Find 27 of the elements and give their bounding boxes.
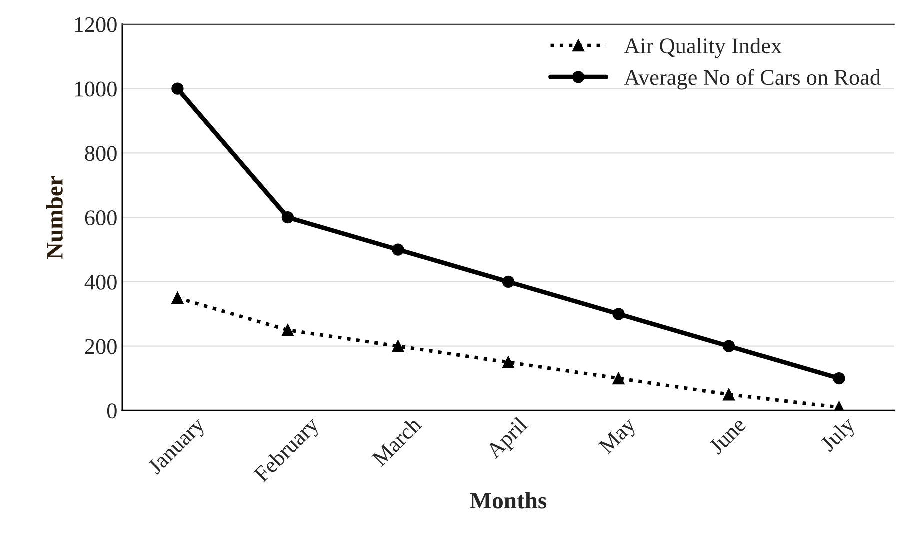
x-tick-label: July: [819, 416, 860, 456]
x-tick-label: May: [598, 416, 640, 458]
point: [392, 340, 404, 352]
point: [722, 388, 736, 401]
legend-label: Average No of Cars on Road: [624, 69, 881, 90]
x-axis-title: Months: [470, 492, 547, 509]
point: [502, 276, 515, 288]
y-axis-title: Number: [46, 176, 63, 260]
y-tick-label: 600: [85, 210, 117, 226]
point: [502, 356, 515, 369]
legend-label: Air Quality Index: [624, 38, 782, 58]
y-tick-label: 800: [85, 146, 117, 162]
y-tick-label: 400: [84, 274, 117, 290]
point: [392, 244, 404, 256]
y-tick-label: 0: [107, 404, 117, 419]
y-tick-label: 200: [85, 339, 117, 354]
point: [282, 212, 294, 224]
x-tick-label: June: [708, 416, 747, 456]
point: [722, 340, 736, 352]
point: [172, 82, 184, 95]
y-tick-label: 1200: [75, 17, 117, 32]
point: [612, 308, 625, 320]
point: [172, 292, 184, 304]
point: [612, 372, 625, 385]
point: [833, 372, 846, 385]
y-tick-label: 1000: [75, 82, 117, 97]
point: [282, 324, 294, 336]
